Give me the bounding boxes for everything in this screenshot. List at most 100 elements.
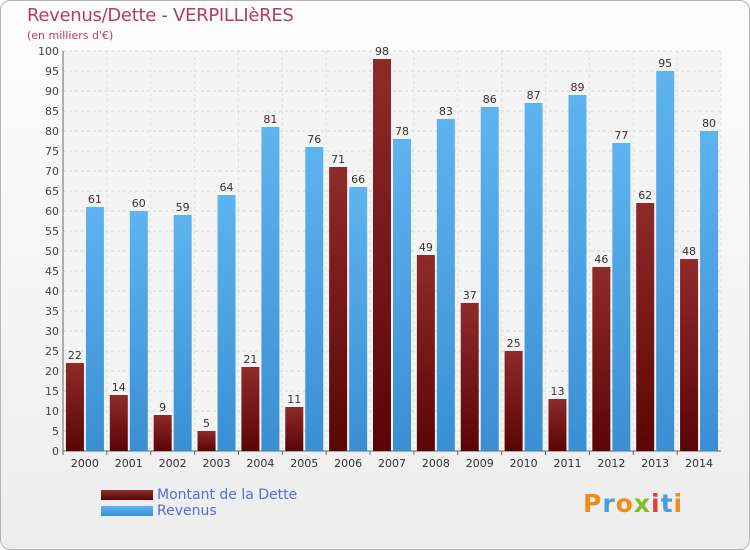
data-label-revenus: 86 <box>483 93 497 106</box>
data-label-revenus: 89 <box>570 81 584 94</box>
bar-revenus <box>261 127 280 451</box>
logo-letter: t <box>660 489 674 518</box>
y-tick-label: 50 <box>45 245 59 258</box>
logo-letter: o <box>615 489 634 518</box>
data-label-revenus: 66 <box>351 173 365 186</box>
bar-revenus <box>305 147 324 451</box>
bar-dette <box>680 259 699 451</box>
bar-dette <box>65 363 84 451</box>
x-tick-label: 2010 <box>510 457 538 470</box>
y-tick-label: 35 <box>45 305 59 318</box>
data-label-revenus: 76 <box>307 133 321 146</box>
proxiti-logo: Proxiti <box>583 489 683 518</box>
y-tick-label: 85 <box>45 105 59 118</box>
data-label-dette: 13 <box>550 385 564 398</box>
data-label-dette: 9 <box>159 401 166 414</box>
x-tick-label: 2009 <box>466 457 494 470</box>
x-tick-label: 2013 <box>641 457 669 470</box>
y-tick-label: 75 <box>45 145 59 158</box>
y-tick-label: 10 <box>45 405 59 418</box>
logo-letter: i <box>651 489 661 518</box>
data-label-dette: 62 <box>638 189 652 202</box>
bar-dette <box>636 203 655 451</box>
y-tick-label: 95 <box>45 65 59 78</box>
data-label-revenus: 83 <box>439 105 453 118</box>
y-tick-label: 65 <box>45 185 59 198</box>
bar-revenus <box>568 95 587 451</box>
x-tick-label: 2012 <box>597 457 625 470</box>
data-label-revenus: 61 <box>88 193 102 206</box>
y-tick-label: 15 <box>45 385 59 398</box>
legend-swatch-revenus <box>101 506 153 516</box>
bar-revenus <box>349 187 368 451</box>
bar-dette <box>197 431 216 451</box>
x-tick-label: 2007 <box>378 457 406 470</box>
data-label-revenus: 78 <box>395 125 409 138</box>
chart-title: Revenus/Dette - VERPILLIèRES <box>27 5 294 26</box>
bar-revenus <box>524 103 543 451</box>
bar-dette <box>416 255 435 451</box>
bar-dette <box>460 303 479 451</box>
bar-dette <box>373 59 391 451</box>
data-labels: 2261146095956421811176716698784983378625… <box>68 45 716 430</box>
y-tick-label: 90 <box>45 85 59 98</box>
y-tick-label: 45 <box>45 265 59 278</box>
y-tick-label: 30 <box>45 325 59 338</box>
y-tick-label: 0 <box>52 445 59 458</box>
x-tick-label: 2011 <box>553 457 581 470</box>
data-label-dette: 37 <box>463 289 477 302</box>
data-label-revenus: 77 <box>614 129 628 142</box>
x-tick-label: 2003 <box>203 457 231 470</box>
data-label-revenus: 95 <box>658 57 672 70</box>
y-tick-label: 5 <box>52 425 59 438</box>
x-tick-label: 2002 <box>159 457 187 470</box>
legend-label-dette: Montant de la Dette <box>157 487 298 503</box>
data-label-revenus: 64 <box>220 181 234 194</box>
logo-letter: r <box>602 489 616 518</box>
bars <box>65 59 719 451</box>
bar-revenus <box>393 139 411 451</box>
y-tick-label: 100 <box>38 45 59 58</box>
data-label-revenus: 87 <box>527 89 541 102</box>
x-tick-label: 2006 <box>334 457 362 470</box>
bar-revenus <box>480 107 499 451</box>
bar-revenus <box>436 119 455 451</box>
x-tick-label: 2014 <box>685 457 713 470</box>
bar-revenus <box>85 207 104 451</box>
bar-revenus <box>612 143 631 451</box>
y-tick-label: 40 <box>45 285 59 298</box>
data-label-dette: 48 <box>682 245 696 258</box>
logo-letter: x <box>633 489 651 518</box>
bar-dette <box>592 267 611 451</box>
logo-letter: i <box>673 489 684 518</box>
grid <box>62 50 722 451</box>
data-label-dette: 49 <box>419 241 433 254</box>
data-label-revenus: 80 <box>702 117 716 130</box>
data-label-dette: 25 <box>507 337 521 350</box>
data-label-dette: 71 <box>331 153 345 166</box>
y-tick-label: 70 <box>45 165 59 178</box>
legend-swatch-dette <box>101 490 153 500</box>
bar-dette <box>329 167 348 451</box>
bar-dette <box>153 415 172 451</box>
bar-dette <box>241 367 260 451</box>
y-tick-label: 55 <box>45 225 59 238</box>
data-label-revenus: 81 <box>263 113 277 126</box>
axes: 0510152025303540455055606570758085909510… <box>38 45 721 470</box>
data-label-revenus: 59 <box>176 201 190 214</box>
data-label-revenus: 60 <box>132 197 146 210</box>
logo-letter: P <box>583 489 603 518</box>
bar-dette <box>285 407 304 451</box>
legend-label-revenus: Revenus <box>157 503 217 519</box>
data-label-dette: 11 <box>287 393 301 406</box>
y-tick-label: 25 <box>45 345 59 358</box>
bar-revenus <box>173 215 192 451</box>
y-tick-label: 80 <box>45 125 59 138</box>
bar-revenus <box>656 71 675 451</box>
bar-dette <box>504 351 523 451</box>
data-label-dette: 46 <box>594 253 608 266</box>
x-tick-label: 2001 <box>115 457 143 470</box>
x-tick-label: 2004 <box>246 457 274 470</box>
data-label-dette: 21 <box>243 353 257 366</box>
